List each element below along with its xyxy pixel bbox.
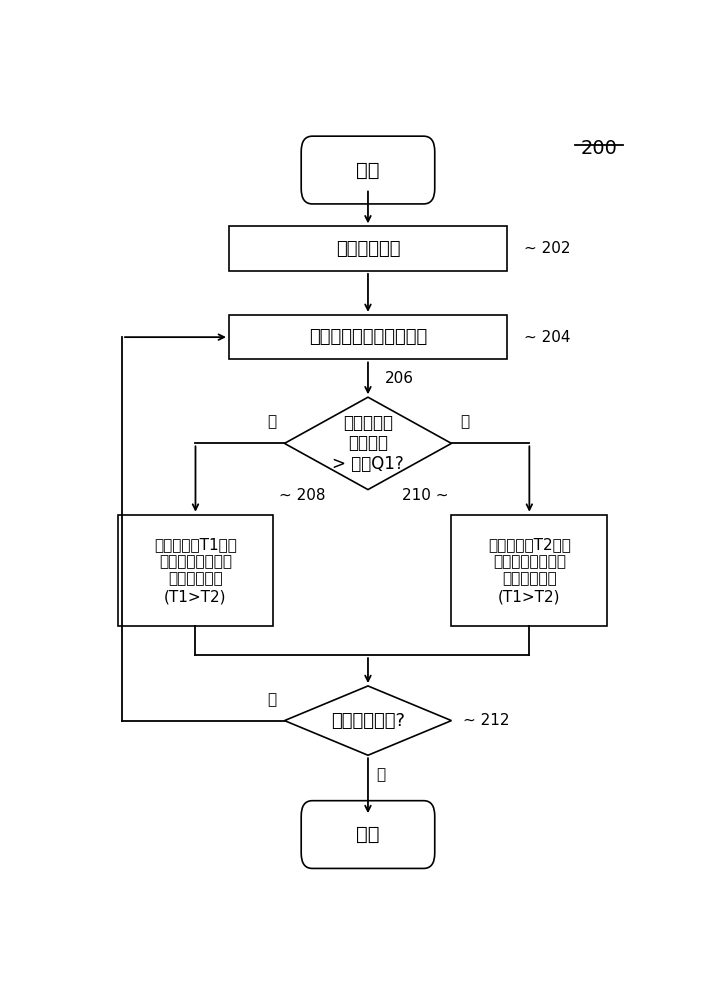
Text: ~ 202: ~ 202 xyxy=(524,241,570,256)
FancyBboxPatch shape xyxy=(302,136,435,204)
Text: 是: 是 xyxy=(267,415,276,430)
Text: 以测量周期T2测量
所有异频频点上的
邻小区的质量
(T1>T2): 以测量周期T2测量 所有异频频点上的 邻小区的质量 (T1>T2) xyxy=(488,537,571,604)
Text: 退出服务状态?: 退出服务状态? xyxy=(331,712,405,730)
Polygon shape xyxy=(284,686,452,755)
Bar xyxy=(229,226,507,271)
Text: 否: 否 xyxy=(267,692,276,707)
Text: 200: 200 xyxy=(580,139,617,158)
Text: 取得服务小区的测量质量: 取得服务小区的测量质量 xyxy=(309,328,427,346)
Polygon shape xyxy=(284,397,452,490)
Text: 以测量周期T1测量
所有异频频点上的
邻小区的质量
(T1>T2): 以测量周期T1测量 所有异频频点上的 邻小区的质量 (T1>T2) xyxy=(154,537,237,604)
Bar xyxy=(118,515,274,626)
Text: 否: 否 xyxy=(460,415,469,430)
Text: 开始: 开始 xyxy=(356,161,380,180)
Bar xyxy=(452,515,607,626)
FancyBboxPatch shape xyxy=(302,801,435,868)
Text: 是: 是 xyxy=(376,767,386,782)
Text: ~ 208: ~ 208 xyxy=(279,488,325,503)
Text: ~ 212: ~ 212 xyxy=(462,713,509,728)
Text: 206: 206 xyxy=(385,371,414,386)
Text: 服务小区的
测量质量
> 阈值Q1?: 服务小区的 测量质量 > 阈值Q1? xyxy=(332,414,404,473)
Text: 210 ~: 210 ~ xyxy=(402,488,449,503)
Text: ~ 204: ~ 204 xyxy=(524,330,570,345)
Bar xyxy=(229,315,507,359)
Text: 结束: 结束 xyxy=(356,825,380,844)
Text: 进入服务状态: 进入服务状态 xyxy=(336,240,400,258)
